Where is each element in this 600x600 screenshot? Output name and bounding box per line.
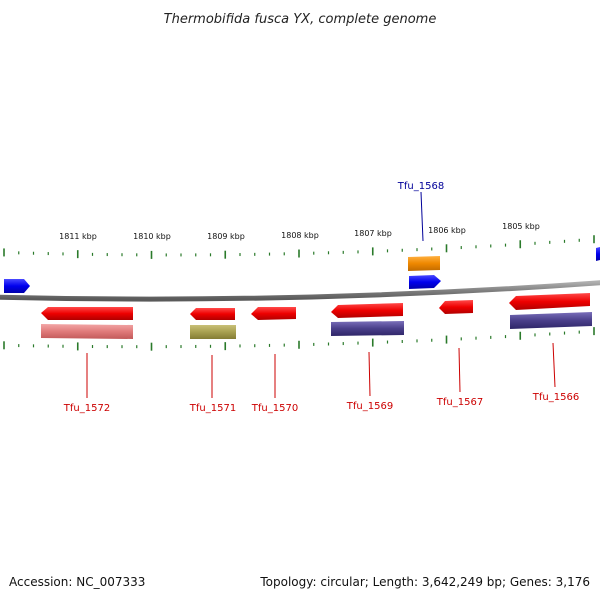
gene-label-tfu-1569[interactable]: Tfu_1569 bbox=[346, 401, 393, 412]
gene-label-tfu-1568[interactable]: Tfu_1568 bbox=[397, 181, 444, 192]
cds-reverse-tfu-1566[interactable] bbox=[509, 293, 590, 310]
forward-features bbox=[4, 247, 600, 293]
cds-forward-left-edge[interactable] bbox=[4, 279, 30, 293]
genome-stats-text: Topology: circular; Length: 3,642,249 bp… bbox=[259, 575, 590, 589]
reverse-features bbox=[41, 293, 592, 339]
leader-line-tfu-1567 bbox=[458, 347, 461, 393]
tick-label: 1807 kbp bbox=[354, 229, 392, 238]
leader-line-tfu-1569 bbox=[368, 351, 371, 397]
feature-purple-tfu-1569[interactable] bbox=[331, 321, 404, 336]
tick-label: 1808 kbp bbox=[281, 231, 319, 240]
tick-label: 1811 kbp bbox=[59, 232, 97, 241]
leader-line-tfu-1568 bbox=[420, 191, 424, 242]
cds-reverse-tfu-1570[interactable] bbox=[251, 307, 296, 320]
feature-olive-tfu-1571[interactable] bbox=[190, 325, 236, 339]
accession-text: Accession: NC_007333 bbox=[9, 575, 145, 589]
gene-label-tfu-1566[interactable]: Tfu_1566 bbox=[532, 392, 579, 403]
cds-forward-tfu-1568[interactable] bbox=[409, 275, 441, 289]
tick-label: 1805 kbp bbox=[502, 222, 540, 231]
cds-forward-right-edge[interactable] bbox=[596, 247, 600, 261]
cds-reverse-tfu-1569[interactable] bbox=[331, 303, 403, 318]
label-leaders bbox=[86, 191, 556, 398]
tick-label: 1810 kbp bbox=[133, 232, 171, 241]
feature-purple-tfu-1566[interactable] bbox=[510, 312, 592, 329]
cds-reverse-tfu-1567[interactable] bbox=[439, 300, 473, 314]
tick-row-inner bbox=[3, 327, 595, 351]
tick-row-outer bbox=[3, 235, 595, 259]
gene-label-tfu-1572[interactable]: Tfu_1572 bbox=[63, 403, 110, 414]
tick-labels: 1811 kbp 1810 kbp 1809 kbp 1808 kbp 1807… bbox=[59, 222, 540, 241]
gene-label-tfu-1567[interactable]: Tfu_1567 bbox=[436, 397, 483, 408]
feature-orange-tfu-1568[interactable] bbox=[408, 256, 440, 271]
gene-label-tfu-1570[interactable]: Tfu_1570 bbox=[251, 403, 298, 414]
leader-line-tfu-1566 bbox=[552, 342, 556, 388]
tick-label: 1806 kbp bbox=[428, 226, 466, 235]
genome-backbone bbox=[0, 280, 600, 302]
gene-label-tfu-1571[interactable]: Tfu_1571 bbox=[189, 403, 236, 414]
gene-labels: Tfu_1568 Tfu_1572 Tfu_1571 Tfu_1570 Tfu_… bbox=[63, 181, 579, 414]
cds-reverse-tfu-1572[interactable] bbox=[41, 307, 133, 320]
tick-label: 1809 kbp bbox=[207, 232, 245, 241]
map-title: Thermobifida fusca YX, complete genome bbox=[164, 12, 437, 27]
cds-reverse-tfu-1571[interactable] bbox=[190, 308, 235, 320]
feature-pink-tfu-1572[interactable] bbox=[41, 324, 133, 339]
